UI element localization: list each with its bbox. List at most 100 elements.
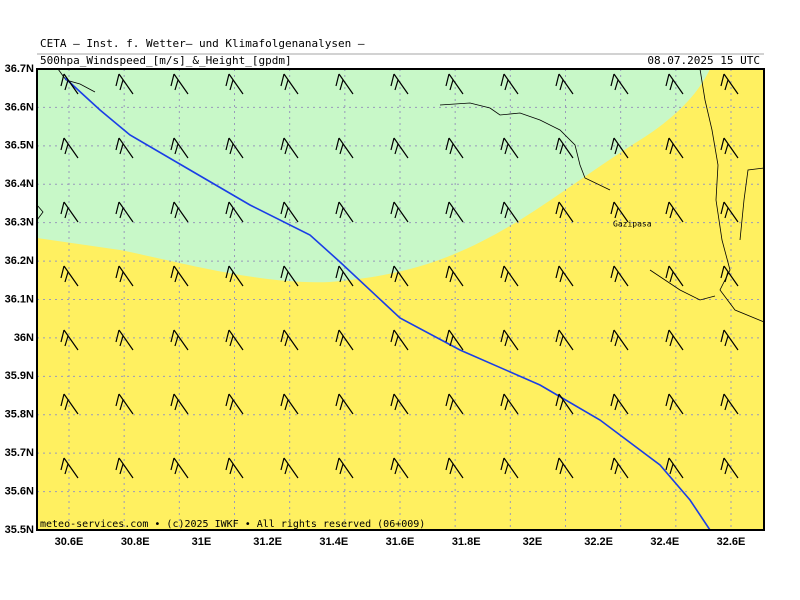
wind-barb [500, 201, 519, 223]
wind-barbs [60, 73, 739, 479]
wind-barb [60, 265, 79, 287]
wind-barb [610, 73, 629, 95]
wind-barb [720, 201, 739, 223]
header-title: CETA – Inst. f. Wetter– und Klimafolgena… [40, 37, 365, 50]
wind-barb [610, 457, 629, 479]
wind-barb [500, 329, 519, 351]
wind-barb [555, 73, 574, 95]
wind-barb [280, 201, 299, 223]
wind-barb [335, 457, 354, 479]
wind-barb [115, 201, 134, 223]
wind-barb [665, 457, 684, 479]
lon-label: 31.8E [452, 536, 481, 548]
wind-barb [335, 265, 354, 287]
wind-barb [500, 265, 519, 287]
wind-barb [170, 201, 189, 223]
wind-barb [170, 329, 189, 351]
wind-barb [555, 329, 574, 351]
height-contour [64, 77, 711, 531]
wind-barb [225, 265, 244, 287]
wind-barb [445, 393, 464, 415]
wind-barb [170, 73, 189, 95]
wind-barb [500, 73, 519, 95]
wind-barb [610, 137, 629, 159]
lon-label: 30.6E [55, 536, 84, 548]
lat-label: 36.5N [5, 140, 34, 152]
wind-barb [335, 393, 354, 415]
wind-barb [225, 73, 244, 95]
wind-barb [665, 329, 684, 351]
wind-barb [60, 457, 79, 479]
lat-label: 36.7N [5, 63, 34, 75]
wind-barb [720, 265, 739, 287]
wind-barb [665, 137, 684, 159]
coast [57, 68, 96, 93]
lon-label: 31.6E [386, 536, 415, 548]
lat-label: 35.8N [5, 409, 34, 421]
wind-barb [170, 393, 189, 415]
wind-barb [280, 329, 299, 351]
grid [37, 69, 764, 530]
wind-barb [610, 329, 629, 351]
wind-barb [555, 393, 574, 415]
wind-barb [280, 393, 299, 415]
coastline [36, 68, 765, 323]
wind-barb [280, 73, 299, 95]
lat-label: 36.1N [5, 293, 34, 305]
lat-label: 35.5N [5, 524, 34, 536]
wind-barb [225, 329, 244, 351]
wind-barb [225, 457, 244, 479]
wind-barb [445, 329, 464, 351]
wind-barb [115, 393, 134, 415]
wind-barb [445, 73, 464, 95]
wind-barb [280, 137, 299, 159]
wind-barb [555, 457, 574, 479]
wind-barb [720, 137, 739, 159]
lon-label: 31.2E [253, 536, 282, 548]
wind-barb [720, 329, 739, 351]
header-subtitle: 500hpa_Windspeed_[m/s]_&_Height_[gpdm] [40, 54, 292, 67]
wind-barb [445, 457, 464, 479]
lon-label: 32.2E [584, 536, 613, 548]
lon-label: 30.8E [121, 536, 150, 548]
lon-label: 32.4E [650, 536, 679, 548]
wind-barb [610, 393, 629, 415]
wind-barb [500, 393, 519, 415]
map-frame [36, 68, 765, 531]
wind-barb [225, 137, 244, 159]
lat-label: 35.6N [5, 485, 34, 497]
wind-barb [280, 265, 299, 287]
wind-barb [390, 73, 409, 95]
wind-barb [335, 73, 354, 95]
wind-barb [390, 457, 409, 479]
wind-barb [500, 457, 519, 479]
wind-barb [115, 137, 134, 159]
wind-barb [720, 73, 739, 95]
place-label: Gazipasa [613, 220, 652, 229]
header-date: 08.07.2025 15 UTC [647, 54, 760, 67]
wind-barb [60, 201, 79, 223]
green-field [37, 69, 710, 283]
lat-label: 35.9N [5, 370, 34, 382]
wind-barb [555, 265, 574, 287]
wind-barb [610, 201, 629, 223]
wind-barb [610, 265, 629, 287]
wind-barb [445, 265, 464, 287]
wind-barb [115, 329, 134, 351]
border [739, 167, 765, 241]
wind-barb [225, 201, 244, 223]
wind-barb [390, 201, 409, 223]
wind-barb [335, 329, 354, 351]
wind-barb [665, 265, 684, 287]
lon-label: 31E [192, 536, 212, 548]
wind-barb [390, 393, 409, 415]
wind-barb [665, 393, 684, 415]
coast [36, 204, 44, 221]
wind-barb [390, 265, 409, 287]
wind-barb [115, 457, 134, 479]
wind-barb [280, 457, 299, 479]
wind-barb [500, 137, 519, 159]
lat-label: 36.4N [5, 178, 34, 190]
wind-barb [665, 73, 684, 95]
lon-label: 31.4E [319, 536, 348, 548]
